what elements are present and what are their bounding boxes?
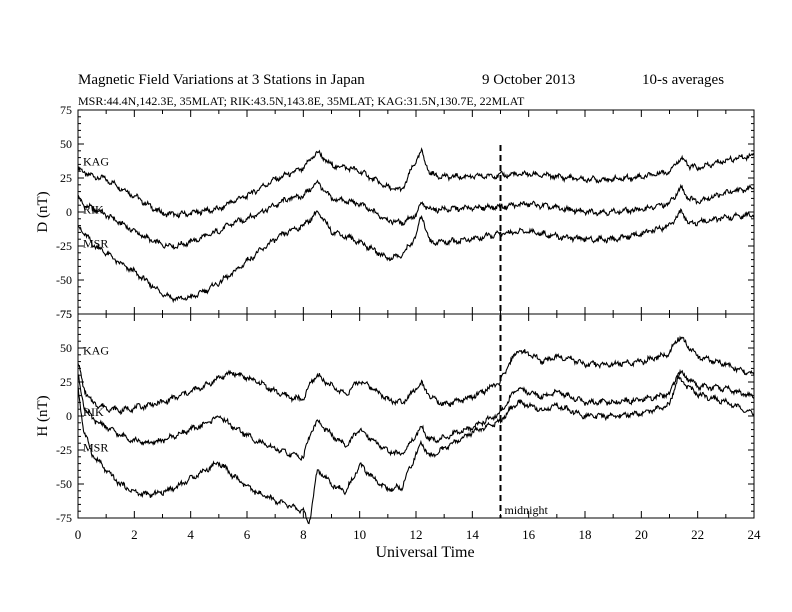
y-tick-label: -50 <box>56 477 72 491</box>
y-tick-label: 75 <box>60 103 72 117</box>
y-axis-label: H (nT) <box>35 395 51 436</box>
x-tick-label: 16 <box>522 527 536 542</box>
x-tick-label: 22 <box>691 527 704 542</box>
y-tick-label: -75 <box>56 307 72 321</box>
x-tick-label: 14 <box>466 527 480 542</box>
midnight-marker-label: midnight <box>505 503 549 517</box>
y-tick-label: 75 <box>60 307 72 321</box>
x-tick-label: 4 <box>187 527 194 542</box>
x-tick-label: 6 <box>244 527 251 542</box>
x-tick-label: 20 <box>635 527 648 542</box>
y-tick-label: -25 <box>56 239 72 253</box>
y-tick-label: -75 <box>56 511 72 525</box>
series-kag-line <box>77 147 755 219</box>
x-axis-label: Universal Time <box>375 544 474 561</box>
chart-title: Magnetic Field Variations at 3 Stations … <box>78 72 758 92</box>
y-tick-label: -25 <box>56 443 72 457</box>
x-tick-label: 24 <box>748 527 762 542</box>
series-label-kag: KAG <box>83 344 109 358</box>
series-msr-line <box>77 374 755 525</box>
panel-horizontal: -75 -50 -25 0 25 50 75 H (nT) KAG RIK MSR <box>35 307 755 525</box>
y-tick-label: 25 <box>60 171 72 185</box>
station-coordinates: MSR:44.4N,142.3E, 35MLAT; RIK:43.5N,143.… <box>78 94 525 108</box>
y-tick-label: 0 <box>66 409 72 423</box>
series-kag-line <box>77 335 755 416</box>
series-label-kag: KAG <box>83 155 109 169</box>
panel-frame <box>77 313 755 519</box>
title-averaging: 10-s averages <box>642 72 725 88</box>
x-tick-label: 18 <box>579 527 592 542</box>
series-label-msr: MSR <box>83 236 108 250</box>
x-tick-label: 12 <box>410 527 423 542</box>
panel-declination: -75 -50 -25 0 25 50 75 D (nT) KAG RIK MSR <box>35 103 755 321</box>
series-label-rik: RIK <box>83 405 104 419</box>
x-tick-label: 10 <box>353 527 366 542</box>
y-tick-label: 50 <box>60 137 72 151</box>
panel-frame <box>77 109 755 315</box>
series-rik-line <box>77 368 755 461</box>
title-date: 9 October 2013 <box>482 72 576 88</box>
series-label-rik: RIK <box>83 202 104 216</box>
y-axis-label: D (nT) <box>35 191 51 232</box>
title-main: Magnetic Field Variations at 3 Stations … <box>78 72 365 88</box>
series-msr-line <box>77 207 755 304</box>
x-tick-label: 8 <box>300 527 307 542</box>
y-tick-label: 50 <box>60 341 72 355</box>
series-label-msr: MSR <box>83 440 108 454</box>
y-tick-label: -50 <box>56 273 72 287</box>
y-tick-label: 25 <box>60 375 72 389</box>
y-tick-label: 0 <box>66 205 72 219</box>
x-tick-label: 2 <box>131 527 138 542</box>
series-rik-line <box>77 179 755 250</box>
x-tick-label: 0 <box>75 527 82 542</box>
